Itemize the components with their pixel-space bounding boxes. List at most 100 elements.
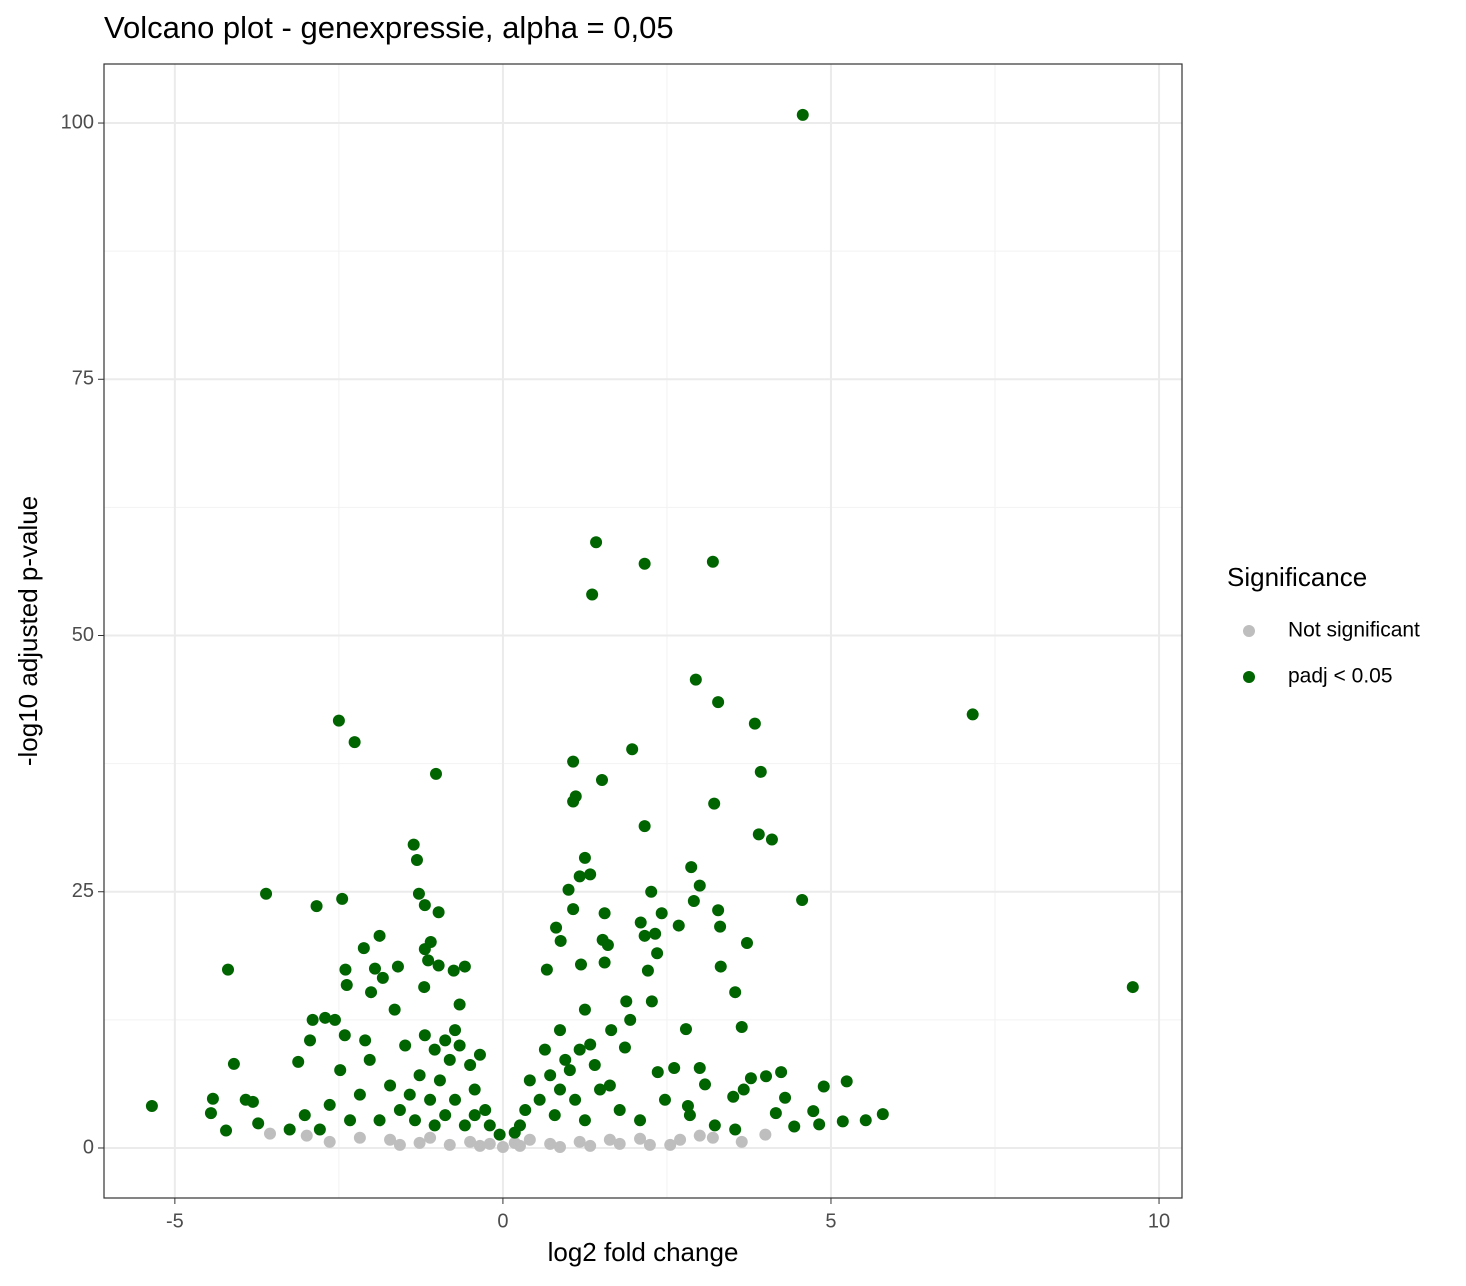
point: [563, 1064, 576, 1077]
y-tick-label: 75: [72, 368, 94, 390]
point: [410, 853, 423, 866]
point: [340, 979, 353, 992]
point: [836, 1115, 849, 1128]
point: [588, 1058, 601, 1071]
x-axis-title: log2 fold change: [548, 1237, 739, 1267]
point: [752, 828, 765, 841]
point: [468, 1109, 481, 1122]
point: [519, 1104, 532, 1117]
point: [363, 1053, 376, 1066]
point: [283, 1123, 296, 1136]
point: [373, 1114, 386, 1127]
point: [613, 1137, 626, 1150]
point: [693, 1129, 706, 1142]
legend-marker: [1243, 671, 1255, 683]
point: [788, 1120, 801, 1133]
point: [222, 963, 235, 976]
x-tick-label: 5: [825, 1210, 836, 1232]
point: [624, 1013, 637, 1026]
point: [298, 1109, 311, 1122]
point: [693, 879, 706, 892]
point: [737, 1083, 750, 1096]
point: [540, 963, 553, 976]
point: [357, 942, 370, 955]
x-tick-label: -5: [166, 1210, 184, 1232]
point: [424, 1093, 437, 1106]
point: [458, 960, 471, 973]
point: [714, 920, 727, 933]
point: [384, 1133, 397, 1146]
point: [479, 1104, 492, 1117]
point: [332, 714, 345, 727]
point: [508, 1136, 521, 1149]
point: [418, 1029, 431, 1042]
point: [523, 1074, 536, 1087]
point: [681, 1099, 694, 1112]
point: [765, 833, 778, 846]
point: [735, 1021, 748, 1034]
point: [674, 1133, 687, 1146]
point: [464, 1058, 477, 1071]
point: [418, 981, 431, 994]
point: [727, 1090, 740, 1103]
point: [443, 1138, 456, 1151]
point: [584, 1038, 597, 1051]
point: [413, 1069, 426, 1082]
point: [388, 1003, 401, 1016]
point: [779, 1091, 792, 1104]
point: [645, 885, 658, 898]
point: [458, 1119, 471, 1132]
point: [365, 986, 378, 999]
point: [1126, 981, 1139, 994]
point: [664, 1138, 677, 1151]
point: [353, 1131, 366, 1144]
point: [578, 1003, 591, 1016]
point: [403, 1088, 416, 1101]
point: [693, 1062, 706, 1075]
point: [544, 1137, 557, 1150]
point: [859, 1114, 872, 1127]
point: [578, 1114, 591, 1127]
point: [744, 1072, 757, 1085]
point: [598, 907, 611, 920]
point: [204, 1107, 217, 1120]
point: [817, 1080, 830, 1093]
point: [638, 820, 651, 833]
point: [655, 907, 668, 920]
point: [373, 929, 386, 942]
point: [393, 1104, 406, 1117]
point: [353, 1088, 366, 1101]
point: [569, 1093, 582, 1106]
point: [439, 1034, 452, 1047]
point: [668, 1062, 681, 1075]
point: [300, 1129, 313, 1142]
point: [559, 1053, 572, 1066]
point: [418, 899, 431, 912]
point: [754, 765, 767, 778]
point: [634, 916, 647, 929]
point: [263, 1127, 276, 1140]
point: [740, 936, 753, 949]
point: [292, 1055, 305, 1068]
point: [422, 954, 435, 967]
point: [649, 927, 662, 940]
point: [220, 1124, 233, 1137]
point: [796, 893, 809, 906]
point: [618, 1041, 631, 1054]
point: [508, 1126, 521, 1139]
x-tick-label: 0: [497, 1210, 508, 1232]
point: [339, 963, 352, 976]
point: [573, 870, 586, 883]
point: [689, 673, 702, 686]
point: [712, 696, 725, 709]
point: [683, 1109, 696, 1122]
point: [439, 1109, 452, 1122]
point: [760, 1070, 773, 1083]
y-axis-title: -log10 adjusted p-value: [13, 496, 43, 766]
point: [554, 1140, 567, 1153]
point: [584, 1139, 597, 1152]
point: [336, 892, 349, 905]
point: [432, 906, 445, 919]
y-tick-label: 25: [72, 880, 94, 902]
